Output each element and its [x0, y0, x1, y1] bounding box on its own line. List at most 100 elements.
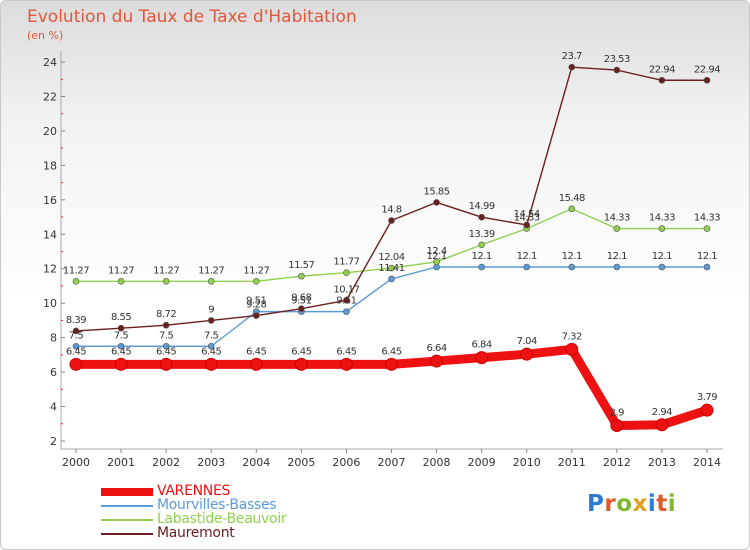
data-label-labastide-beauvoir: 14.33	[694, 213, 720, 224]
data-label-labastide-beauvoir: 11.27	[108, 265, 134, 276]
data-label-labastide-beauvoir: 14.33	[514, 213, 540, 224]
data-label-mourvilles-basses: 9.51	[246, 296, 266, 307]
x-tick-label: 2013	[648, 456, 676, 469]
data-label-mourvilles-basses: 9.51	[336, 296, 356, 307]
data-label-mauremont: 10.17	[333, 284, 359, 295]
data-label-varennes: 2.94	[652, 407, 672, 418]
x-tick-label: 2004	[242, 456, 270, 469]
data-label-mauremont: 9	[208, 304, 214, 315]
legend-swatch-mourvilles-basses	[101, 505, 153, 507]
logo-letter: x	[632, 491, 648, 517]
data-point-varennes	[655, 418, 669, 432]
data-label-mourvilles-basses: 7.5	[69, 330, 84, 341]
data-label-labastide-beauvoir: 11.27	[243, 265, 269, 276]
data-label-mourvilles-basses: 12.1	[697, 251, 717, 262]
data-point-labastide-beauvoir	[433, 258, 440, 266]
data-point-mauremont	[117, 324, 125, 332]
legend-item-labastide-beauvoir: Labastide-Beauvoir	[101, 511, 421, 527]
x-tick-label: 2000	[62, 456, 90, 469]
data-point-mourvilles-basses	[117, 342, 125, 350]
data-label-mauremont: 9.28	[246, 300, 266, 311]
chart-unit-label: (en %)	[27, 29, 64, 42]
data-label-mauremont: 14.8	[381, 204, 401, 215]
legend-item-mauremont: Mauremont	[101, 525, 421, 541]
data-point-mourvilles-basses	[207, 342, 215, 350]
data-label-mauremont: 8.72	[156, 309, 176, 320]
data-point-labastide-beauvoir	[72, 278, 80, 285]
data-label-mourvilles-basses: 12.1	[472, 251, 492, 262]
chart-title: Evolution du Taux de Taxe d'Habitation	[27, 7, 357, 27]
x-tick-label: 2011	[558, 456, 586, 469]
data-label-mourvilles-basses: 9.51	[291, 296, 311, 307]
logo-letter: o	[616, 491, 633, 517]
data-point-varennes	[565, 342, 579, 356]
data-label-varennes: 6.45	[246, 346, 266, 357]
data-label-varennes: 3.79	[697, 392, 717, 403]
data-point-mauremont	[207, 317, 215, 324]
y-tick-label: 14	[43, 228, 57, 241]
y-tick-label: 10	[43, 297, 57, 310]
x-tick-label: 2009	[468, 456, 496, 469]
data-point-mauremont	[433, 199, 440, 206]
data-point-mourvilles-basses	[343, 308, 350, 315]
data-point-mauremont	[523, 221, 531, 229]
data-point-mourvilles-basses	[658, 263, 666, 271]
data-label-labastide-beauvoir: 15.48	[559, 193, 585, 204]
x-tick-label: 2014	[693, 456, 721, 469]
data-label-mourvilles-basses: 7.5	[114, 330, 129, 341]
data-label-mourvilles-basses: 12.1	[426, 251, 446, 262]
data-point-mourvilles-basses	[523, 263, 531, 271]
data-label-mauremont: 8.55	[111, 312, 131, 323]
x-tick-label: 2010	[513, 456, 541, 469]
legend-swatch-mauremont	[101, 533, 153, 535]
legend-label-mourvilles-basses: Mourvilles-Basses	[157, 497, 277, 513]
x-tick-label: 2005	[287, 456, 315, 469]
proxiti-logo: Proxiti	[587, 491, 676, 517]
data-label-labastide-beauvoir: 11.77	[333, 257, 359, 268]
y-tick-label: 24	[43, 56, 57, 69]
data-label-varennes: 2.9	[610, 407, 625, 418]
data-label-mauremont: 23.53	[604, 54, 630, 65]
data-point-labastide-beauvoir	[298, 272, 305, 280]
data-label-labastide-beauvoir: 11.27	[198, 265, 224, 276]
data-label-varennes: 6.45	[381, 346, 401, 357]
data-point-mourvilles-basses	[162, 342, 170, 350]
data-label-varennes: 6.45	[201, 346, 221, 357]
data-label-mauremont: 23.7	[562, 51, 582, 62]
x-tick-label: 2003	[197, 456, 225, 469]
data-label-varennes: 6.45	[66, 346, 86, 357]
y-tick-label: 12	[43, 263, 57, 276]
logo-letter: P	[587, 491, 605, 517]
data-point-varennes	[339, 357, 353, 371]
data-point-labastide-beauvoir	[343, 269, 350, 276]
data-label-mauremont: 14.54	[514, 209, 540, 220]
data-label-labastide-beauvoir: 12.04	[378, 252, 404, 263]
x-tick-label: 2001	[107, 456, 135, 469]
data-label-mauremont: 22.94	[649, 64, 675, 75]
x-tick-label: 2008	[423, 456, 451, 469]
data-point-mauremont	[478, 213, 485, 221]
logo-letter: i	[647, 491, 657, 517]
logo-letter: r	[604, 491, 617, 517]
data-label-mauremont: 8.39	[66, 315, 86, 326]
data-label-labastide-beauvoir: 11.27	[63, 265, 89, 276]
data-point-mauremont	[658, 76, 666, 84]
data-point-varennes	[69, 357, 83, 371]
data-point-labastide-beauvoir	[478, 241, 485, 249]
data-label-mauremont: 22.94	[694, 64, 720, 75]
data-label-labastide-beauvoir: 14.33	[604, 213, 630, 224]
x-tick-label: 2012	[603, 456, 631, 469]
legend-label-mauremont: Mauremont	[157, 525, 235, 541]
data-point-varennes	[610, 418, 624, 432]
data-label-mauremont: 15.85	[424, 186, 450, 197]
x-tick-label: 2007	[378, 456, 406, 469]
data-label-varennes: 6.45	[111, 346, 131, 357]
data-point-varennes	[114, 357, 128, 371]
data-label-varennes: 7.04	[517, 336, 537, 347]
data-label-varennes: 6.84	[472, 340, 492, 351]
data-label-varennes: 6.45	[336, 346, 356, 357]
